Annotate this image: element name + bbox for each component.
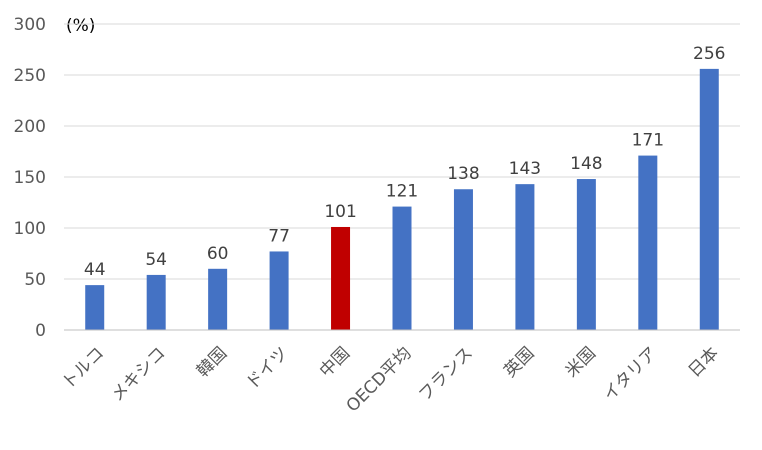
category-label: メキシコ [107, 343, 169, 405]
category-label: 英国 [500, 343, 538, 381]
data-label: 138 [447, 164, 479, 184]
data-label: 143 [509, 159, 541, 179]
bar [638, 155, 658, 330]
y-tick-label: 50 [24, 270, 46, 290]
bar [392, 206, 412, 330]
category-label: 米国 [562, 343, 600, 381]
bar [208, 268, 228, 330]
bar [453, 189, 473, 330]
category-label: OECD平均 [343, 343, 416, 416]
y-tick-labels: 0 50 100 150 200 250 300 [14, 15, 46, 341]
y-tick-label: 300 [14, 15, 46, 35]
data-label: 44 [84, 260, 106, 280]
data-label: 101 [324, 202, 356, 222]
category-label: トルコ [58, 343, 108, 393]
data-label: 60 [207, 244, 229, 264]
y-unit-label: (%) [66, 16, 95, 36]
y-tick-label: 200 [14, 117, 46, 137]
bar [331, 226, 351, 330]
bars [85, 68, 719, 330]
category-label: フランス [415, 343, 477, 405]
gridlines [64, 23, 740, 280]
y-tick-label: 100 [14, 219, 46, 239]
bar [576, 179, 596, 330]
bar [699, 68, 719, 330]
data-label: 171 [632, 131, 664, 151]
data-label: 54 [145, 250, 167, 270]
category-label: 中国 [316, 343, 354, 381]
y-tick-label: 250 [14, 66, 46, 86]
category-label: 日本 [685, 343, 723, 381]
bar [146, 274, 166, 330]
category-label: イタリア [600, 343, 662, 405]
data-label: 121 [386, 182, 418, 202]
bar [269, 251, 289, 330]
data-label: 256 [693, 44, 725, 64]
y-tick-label: 0 [35, 321, 46, 341]
y-tick-label: 150 [14, 168, 46, 188]
data-label: 77 [268, 226, 290, 246]
bar [515, 184, 535, 330]
data-labels: 44 54 60 77 101 121 138 143 148 171 256 [84, 44, 726, 280]
category-label: 韓国 [193, 343, 231, 381]
category-label: ドイツ [242, 343, 292, 393]
bar [85, 285, 105, 330]
data-label: 148 [570, 154, 602, 174]
